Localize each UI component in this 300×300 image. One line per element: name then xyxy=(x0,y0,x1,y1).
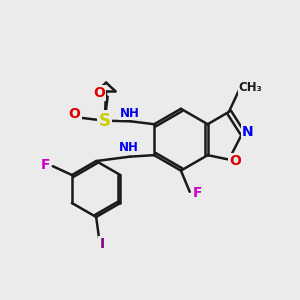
Text: CH₃: CH₃ xyxy=(238,81,262,94)
Text: O: O xyxy=(93,86,105,100)
Text: S: S xyxy=(99,112,111,130)
Text: F: F xyxy=(193,186,203,200)
Text: NH: NH xyxy=(120,106,140,119)
Text: F: F xyxy=(41,158,50,172)
Text: N: N xyxy=(242,124,254,139)
Text: O: O xyxy=(229,154,241,168)
Text: O: O xyxy=(69,107,81,121)
Text: NH: NH xyxy=(118,141,139,154)
Text: I: I xyxy=(100,237,105,251)
